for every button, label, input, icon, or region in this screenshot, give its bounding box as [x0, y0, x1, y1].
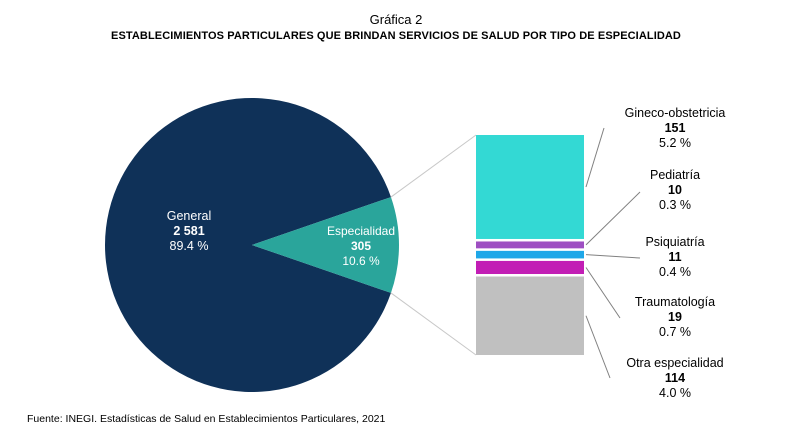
pie-slice-general: [104, 98, 391, 393]
leader-line-1: [585, 191, 641, 246]
pie-label-percent: 89.4 %: [169, 239, 209, 253]
pie-label-especialidad: Especialidad 305 10.6 %: [281, 224, 441, 269]
bar-label-percent: 0.4 %: [659, 265, 691, 279]
bar-label-otra: Otra especialidad 114 4.0 %: [595, 356, 755, 401]
connector-line-bottom: [390, 292, 477, 356]
bar-label-value: 151: [664, 121, 686, 135]
bar-label-percent: 4.0 %: [659, 386, 691, 400]
source-note: Fuente: INEGI. Estadísticas de Salud en …: [27, 413, 386, 425]
bar-label-name: Psiquiatría: [645, 235, 705, 249]
bar-segment-4: [476, 276, 584, 355]
bar-label-traumatologia: Traumatología 19 0.7 %: [595, 295, 755, 340]
chart-title: Gráfica 2: [369, 12, 423, 27]
bar-segment-1: [476, 241, 584, 249]
pie-slice-especialidad: [252, 197, 399, 293]
bar-label-percent: 0.7 %: [659, 325, 691, 339]
bar-label-name: Otra especialidad: [626, 356, 724, 370]
bar-label-pediatria: Pediatría 10 0.3 %: [595, 168, 755, 213]
bar-label-name: Pediatría: [649, 168, 701, 182]
pie-label-name: Especialidad: [326, 224, 396, 238]
connector-line-top: [390, 134, 477, 198]
leader-line-2: [585, 254, 641, 259]
pie-label-general: General 2 581 89.4 %: [109, 209, 269, 254]
bar-segment-0: [476, 135, 584, 239]
bar-label-value: 11: [668, 250, 682, 264]
pie-label-percent: 10.6 %: [342, 254, 380, 268]
bar-label-value: 114: [664, 371, 686, 385]
leader-line-3: [585, 267, 621, 319]
bar-label-gineco: Gineco-obstetricia 151 5.2 %: [595, 106, 755, 151]
bar-label-name: Gineco-obstetricia: [624, 106, 726, 120]
leader-line-0: [585, 127, 605, 188]
leader-line-4: [585, 315, 611, 379]
bar-label-psiquiatria: Psiquiatría 11 0.4 %: [595, 235, 755, 280]
bar-label-value: 10: [668, 183, 682, 197]
bar-label-value: 19: [668, 310, 682, 324]
bar-segment-2: [476, 250, 584, 259]
bar-label-name: Traumatología: [634, 295, 716, 309]
pie-label-value: 305: [350, 239, 372, 253]
pie-label-name: General: [166, 209, 212, 223]
pie-label-value: 2 581: [173, 224, 205, 238]
bar-segment-3: [476, 260, 584, 275]
bar-label-percent: 0.3 %: [659, 198, 691, 212]
chart-subtitle: ESTABLECIMIENTOS PARTICULARES QUE BRINDA…: [111, 30, 681, 42]
bar-label-percent: 5.2 %: [659, 136, 691, 150]
